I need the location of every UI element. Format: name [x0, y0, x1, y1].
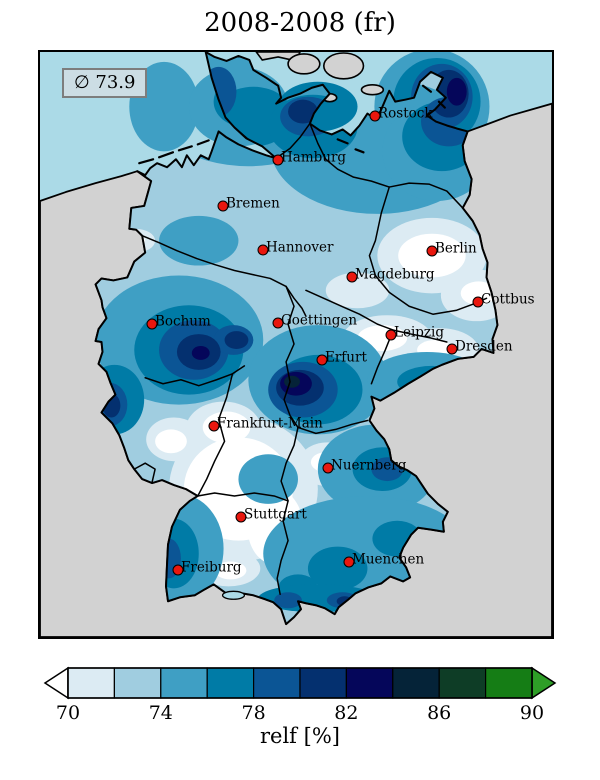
city-label: Goettingen	[281, 312, 358, 329]
city-marker-Hannover	[257, 244, 269, 256]
germany-contour-map: ∅ 73.9 Rostock Hamburg Bremen Hannover Berli…	[38, 50, 554, 639]
colorbar-under-arrow	[43, 666, 69, 700]
figure-title: 2008-2008 (fr)	[204, 8, 396, 38]
city-label: Rostock	[378, 105, 433, 122]
city-marker-Rostock	[369, 110, 381, 122]
colorbar-segment	[207, 668, 253, 698]
lake-constance	[223, 591, 245, 599]
city-label: Dresden	[455, 338, 513, 355]
city-marker-Dresden	[446, 343, 458, 355]
colorbar-segment	[254, 668, 300, 698]
colorbar-segment	[439, 668, 485, 698]
city-label: Muenchen	[352, 551, 425, 568]
city-marker-Erfurt	[316, 354, 328, 366]
city-marker-Bremen	[217, 200, 229, 212]
city-label: Magdeburg	[355, 266, 435, 283]
colorbar-tick-label: 90	[519, 702, 545, 724]
city-label: Cottbus	[481, 291, 535, 308]
map-canvas	[40, 52, 552, 637]
mean-value-badge: ∅ 73.9	[62, 68, 148, 98]
city-marker-Freiburg	[172, 564, 184, 576]
city-marker-Nuernberg	[322, 462, 334, 474]
colorbar-segment	[300, 668, 346, 698]
city-label: Freiburg	[181, 559, 242, 576]
city-label: Berlin	[435, 240, 477, 257]
city-marker-Goettingen	[272, 317, 284, 329]
city-label: Stuttgart	[244, 506, 307, 523]
colorbar-canvas	[43, 666, 557, 700]
city-marker-Hamburg	[272, 154, 284, 166]
city-label: Bochum	[155, 313, 211, 330]
city-label: Frankfurt-Main	[217, 415, 323, 432]
colorbar-tick-label: 70	[55, 702, 81, 724]
colorbar: 70 74 78 82 86 90	[40, 664, 560, 726]
city-label: Hamburg	[281, 149, 347, 166]
colorbar-tick-label: 86	[427, 702, 452, 724]
colorbar-segment	[68, 668, 114, 698]
city-marker-Berlin	[426, 245, 438, 257]
germany-border	[96, 52, 498, 624]
colorbar-over-arrow	[531, 666, 557, 700]
colorbar-segment	[486, 668, 532, 698]
city-marker-Bochum	[146, 318, 158, 330]
city-marker-Stuttgart	[235, 511, 247, 523]
city-marker-Frankfurt-Main	[208, 420, 220, 432]
city-marker-Leipzig	[385, 329, 397, 341]
colorbar-tick-label: 74	[148, 702, 173, 724]
city-label: Nuernberg	[331, 457, 407, 474]
colorbar-segment	[114, 668, 160, 698]
colorbar-axis-label: relf [%]	[260, 724, 340, 748]
city-label: Bremen	[226, 195, 280, 212]
colorbar-tick-label: 82	[334, 702, 359, 724]
colorbar-frame	[67, 667, 533, 699]
city-marker-Muenchen	[343, 556, 355, 568]
city-label: Hannover	[266, 239, 334, 256]
city-label: Leipzig	[394, 324, 444, 341]
city-marker-Cottbus	[472, 296, 484, 308]
colorbar-segments	[68, 668, 532, 698]
colorbar-segment	[161, 668, 207, 698]
colorbar-segment	[346, 668, 392, 698]
colorbar-tick-label: 78	[241, 702, 266, 724]
colorbar-segment	[393, 668, 439, 698]
denmark-land	[255, 52, 383, 102]
island-marks	[139, 86, 445, 163]
city-marker-Magdeburg	[346, 271, 358, 283]
city-label: Erfurt	[325, 349, 367, 366]
